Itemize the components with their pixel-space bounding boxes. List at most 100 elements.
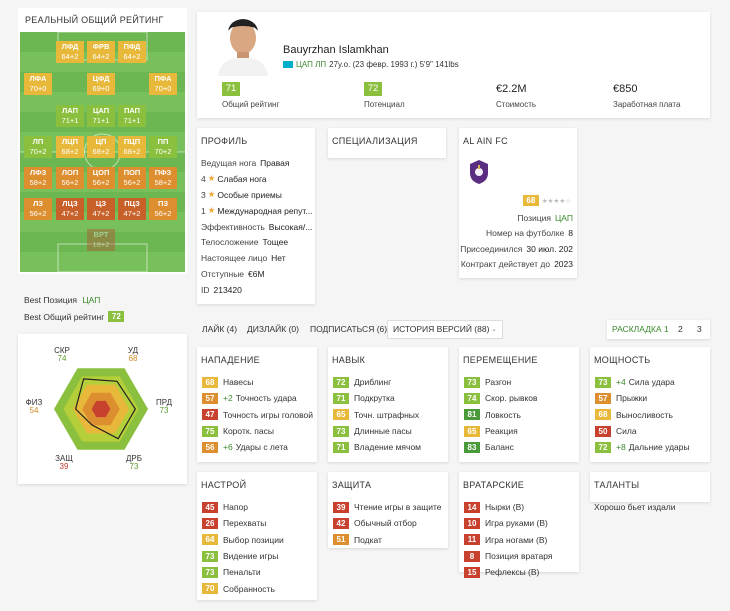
position-21[interactable]: ЛЦЗ 47+2 (56, 198, 84, 220)
subscribe-button[interactable]: ПОДПИСАТЬСЯ (6) (310, 324, 388, 334)
attribute-row: 57 Прыжки (595, 390, 709, 406)
attribute-value: 81 (464, 409, 480, 421)
position-1[interactable]: ЛФД 64+2 (56, 41, 84, 63)
attribute-title: НАВЫК (332, 355, 366, 365)
position-value: 70+0 (154, 84, 172, 93)
profile-rows: Ведущая нога Правая 4 ★ Слабая нога 3 ★ Особые … (201, 155, 313, 298)
attribute-list: 14 Нырки (В) 10 Игра руками (В) 11 Игра ногам… (464, 499, 578, 580)
attribute-row: 10 Игра руками (В) (464, 515, 578, 531)
attribute-name: Прыжки (616, 393, 648, 404)
layout-tab-3[interactable]: 3 (697, 324, 702, 334)
club-title[interactable]: AL AIN FC (463, 136, 508, 146)
attribute-value: 64 (202, 534, 218, 546)
club-key: Контракт действует до (460, 259, 551, 270)
attribute-row: 73 Разгон (464, 374, 578, 390)
position-17[interactable]: ЦОП 56+2 (87, 167, 115, 189)
radar-card: СКР 74 УД 68 ПРД 73 ДРБ 73 ЗАЩ 39 ФИЗ 54 (18, 334, 187, 484)
attribute-row: 73 Пенальти (202, 564, 316, 580)
attribute-value: 71 (333, 441, 349, 453)
best-position-label: Best Позиция (24, 295, 77, 305)
position-code: ЛФД (61, 42, 79, 51)
like-button[interactable]: ЛАЙК (4) (202, 324, 238, 334)
attribute-value: 74 (464, 392, 480, 404)
position-14[interactable]: ПП 70+2 (149, 136, 177, 158)
profile-stars-count: 4 (201, 173, 206, 184)
attribute-name: Позиция вратаря (485, 551, 553, 562)
dislike-button[interactable]: ДИЗЛАЙК (0) (247, 324, 299, 334)
club-rating: 68 (522, 195, 539, 206)
position-12[interactable]: ЦП 68+2 (87, 136, 115, 158)
profile-value: Правая (260, 157, 290, 168)
profile-row: Телосложение Тощее (201, 234, 313, 250)
player-info: 27y.o. (23 февр. 1993 г.) 5'9" 141lbs (329, 60, 459, 69)
position-code: ПП (157, 137, 169, 146)
position-code: ЛЦЗ (62, 199, 78, 208)
stat-label: Заработная плата (613, 100, 681, 109)
radar-label: ПРД (156, 398, 173, 407)
position-9[interactable]: ПАП 71+1 (118, 105, 146, 127)
position-value: 70+2 (29, 147, 47, 156)
position-23[interactable]: ПЦЗ 47+2 (118, 198, 146, 220)
profile-row: ID 213420 (201, 282, 313, 298)
club-value[interactable]: ЦАП (555, 212, 573, 223)
position-7[interactable]: ЛАП 71+1 (56, 105, 84, 127)
position-18[interactable]: ПОП 56+2 (118, 167, 146, 189)
position-code: ПФА (154, 74, 172, 83)
position-value: 58+2 (29, 178, 47, 187)
layout-tab-2[interactable]: 2 (678, 324, 683, 334)
position-13[interactable]: ПЦП 68+2 (118, 136, 146, 158)
attribute-name: Дальние удары (628, 442, 690, 453)
attribute-value: 39 (333, 501, 349, 513)
position-10[interactable]: ЛП 70+2 (24, 136, 52, 158)
attribute-value: 26 (202, 517, 218, 529)
profile-row: Отступные €6M (201, 266, 313, 282)
radar-value: 73 (160, 406, 169, 415)
header-stat-2: 72 Потенциал (364, 82, 474, 109)
stat-value: 72 (364, 82, 382, 96)
attribute-value: 73 (202, 566, 218, 578)
best-rating-value: 72 (108, 311, 125, 322)
attribute-value: 8 (464, 550, 480, 562)
club-row: Присоединился 30 июл. 202 (460, 241, 573, 257)
position-value: 64+2 (61, 52, 79, 61)
position-24[interactable]: ПЗ 56+2 (149, 198, 177, 220)
attribute-row: 73 Видение игры (202, 548, 316, 564)
attribute-row: 72 Дриблинг (333, 374, 447, 390)
attribute-name: Чтение игры в защите (354, 502, 442, 513)
attribute-value: 83 (464, 441, 480, 453)
position-4[interactable]: ЛФА 70+0 (24, 73, 52, 95)
attribute-name: Сила (616, 426, 637, 437)
position-25[interactable]: ВРТ 18+2 (87, 229, 115, 251)
position-19[interactable]: ПФЗ 58+2 (149, 167, 177, 189)
history-dropdown[interactable]: ИСТОРИЯ ВЕРСИЙ (88) ⌄ (387, 320, 503, 339)
layout-tab-1[interactable]: РАСКЛАДКА 1 (612, 324, 669, 334)
radar-label: УД (128, 346, 139, 355)
position-3[interactable]: ПФД 64+2 (118, 41, 146, 63)
position-16[interactable]: ЛОП 56+2 (56, 167, 84, 189)
radar-value: 68 (129, 354, 138, 363)
position-15[interactable]: ЛФЗ 58+2 (24, 167, 52, 189)
position-6[interactable]: ПФА 70+0 (149, 73, 177, 95)
attribute-value: 70 (202, 583, 218, 595)
attribute-list: 72 Дриблинг 71 Подкрутка 65 Точн. штрафных 73 Д… (333, 374, 447, 455)
attribute-value: 15 (464, 566, 480, 578)
attribute-name: Точн. штрафных (354, 409, 420, 420)
position-20[interactable]: ЛЗ 56+2 (24, 198, 52, 220)
position-8[interactable]: ЦАП 71+1 (87, 105, 115, 127)
attribute-row: 74 Скор. рывков (464, 390, 578, 406)
position-value: 56+2 (123, 178, 141, 187)
position-5[interactable]: ЦФД 69+0 (87, 73, 115, 95)
attribute-card-4: МОЩНОСТЬ 73 +4 Сила удара 57 Прыжки 68 Вынослив… (590, 347, 710, 462)
player-positions[interactable]: ЦАП ЛП (296, 60, 327, 69)
attribute-value: 57 (202, 392, 218, 404)
attribute-name: Точность игры головой (223, 409, 314, 420)
position-value: 70+2 (154, 147, 172, 156)
position-11[interactable]: ЛЦП 68+2 (56, 136, 84, 158)
position-value: 68+2 (92, 147, 110, 156)
position-2[interactable]: ФРВ 64+2 (87, 41, 115, 63)
attribute-name: Разгон (485, 377, 512, 388)
profile-row: Настоящее лицо Нет (201, 250, 313, 266)
attribute-name: Ловкость (485, 409, 521, 420)
position-22[interactable]: ЦЗ 47+2 (87, 198, 115, 220)
